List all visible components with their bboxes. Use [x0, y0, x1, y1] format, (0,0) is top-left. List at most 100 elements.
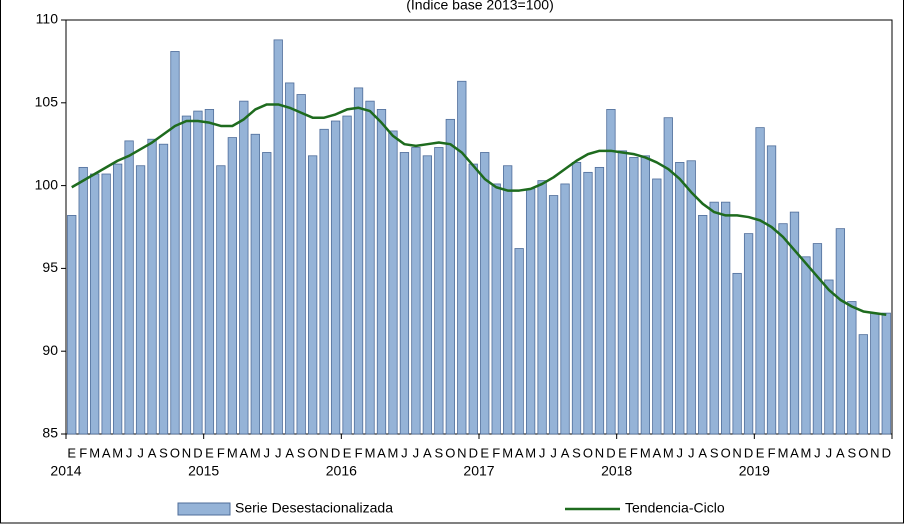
bar	[445, 118, 455, 435]
bar	[468, 163, 478, 435]
bar	[698, 215, 708, 435]
bar	[342, 115, 352, 435]
bar	[239, 100, 249, 435]
bar	[388, 130, 398, 435]
bar	[812, 243, 823, 435]
bar	[227, 137, 237, 435]
bar	[709, 201, 719, 435]
x-tick-label: E	[343, 445, 352, 460]
x-tick-label: S	[848, 445, 857, 460]
bar	[606, 109, 616, 435]
x-tick-label: J	[264, 445, 271, 460]
bar	[67, 215, 77, 435]
bar	[250, 133, 260, 435]
bar	[491, 183, 501, 435]
x-tick-label: N	[732, 445, 741, 460]
x-tick-label: D	[606, 445, 615, 460]
bar	[560, 183, 570, 435]
y-tick-label: 110	[36, 11, 59, 27]
x-tick-label: M	[89, 445, 100, 460]
x-tick-label: F	[630, 445, 638, 460]
trend-line	[71, 103, 887, 317]
bar	[858, 334, 868, 435]
x-tick-label: M	[640, 445, 651, 460]
x-tick-label: J	[677, 445, 684, 460]
x-tick-label: E	[618, 445, 627, 460]
x-tick-label: A	[790, 445, 799, 460]
bar	[835, 228, 846, 435]
y-tick-label: 100	[35, 176, 59, 192]
bar	[411, 147, 421, 435]
x-tick-label: J	[126, 445, 133, 460]
year-label: 2019	[739, 463, 770, 479]
bar	[262, 152, 272, 435]
bar	[732, 272, 742, 435]
x-tick-label: M	[801, 445, 812, 460]
x-tick-label: O	[721, 445, 731, 460]
x-tick-label: S	[435, 445, 444, 460]
x-tick-label: J	[688, 445, 695, 460]
bar	[78, 166, 88, 435]
x-tick-label: E	[756, 445, 765, 460]
x-tick-label: D	[882, 445, 891, 460]
bar	[147, 138, 157, 435]
year-label: 2014	[50, 463, 81, 479]
x-tick-label: M	[227, 445, 238, 460]
x-tick-label: J	[814, 445, 821, 460]
year-label: 2018	[601, 463, 632, 479]
x-tick-label: A	[102, 445, 111, 460]
bar	[457, 80, 467, 435]
x-tick-label: M	[778, 445, 789, 460]
x-tick-label: A	[836, 445, 845, 460]
bar	[801, 256, 811, 435]
x-tick-label: E	[67, 445, 76, 460]
bar	[789, 211, 800, 435]
bar	[308, 155, 318, 435]
x-tick-label: M	[365, 445, 376, 460]
bar	[766, 145, 777, 435]
bar	[90, 173, 100, 435]
x-tick-label: E	[480, 445, 489, 460]
x-tick-label: A	[561, 445, 570, 460]
x-tick-label: N	[319, 445, 328, 460]
x-tick-label: A	[239, 445, 248, 460]
x-tick-label: J	[413, 445, 420, 460]
x-tick-label: N	[457, 445, 466, 460]
bar	[273, 39, 283, 435]
x-tick-label: M	[502, 445, 513, 460]
bar	[135, 165, 146, 435]
x-tick-label: A	[148, 445, 157, 460]
bar	[594, 166, 605, 435]
x-tick-label: S	[297, 445, 306, 460]
bar	[193, 110, 203, 435]
bar	[101, 173, 111, 435]
x-tick-label: J	[826, 445, 833, 460]
x-tick-label: M	[525, 445, 536, 460]
plot-area	[65, 19, 893, 435]
bar	[571, 162, 582, 435]
bar	[548, 195, 559, 435]
x-tick-label: J	[137, 445, 144, 460]
x-tick-label: S	[572, 445, 581, 460]
bar	[124, 140, 134, 435]
bar	[296, 94, 306, 435]
bar	[778, 223, 788, 435]
year-label: 2016	[326, 463, 357, 479]
y-tick-label: 95	[42, 259, 58, 275]
x-tick-label: F	[492, 445, 500, 460]
x-tick-label: J	[275, 445, 282, 460]
bar	[181, 115, 192, 435]
bar	[629, 157, 639, 435]
bar	[675, 162, 685, 435]
x-tick-label: O	[858, 445, 868, 460]
x-tick-label: D	[744, 445, 753, 460]
legend-swatch	[177, 502, 231, 516]
x-tick-label: M	[112, 445, 123, 460]
bar	[525, 188, 536, 435]
y-tick-label: 85	[42, 425, 58, 441]
bar	[204, 109, 215, 435]
bar	[112, 163, 123, 435]
x-tick-label: D	[331, 445, 340, 460]
bar	[216, 165, 226, 435]
bar	[514, 248, 524, 435]
